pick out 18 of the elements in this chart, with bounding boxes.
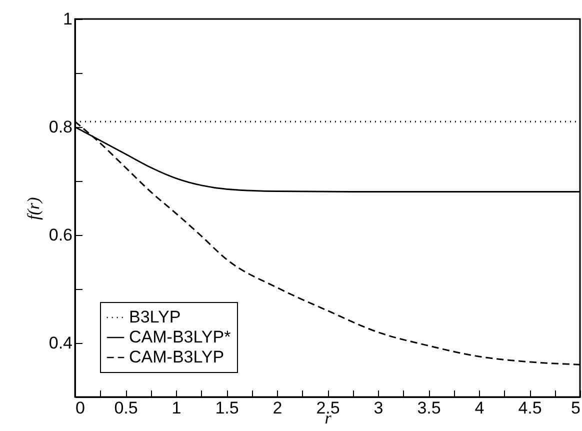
y-axis-title: f(r) [24, 196, 43, 220]
x-tick-label: 1.5 [215, 398, 239, 418]
x-tick-label: 4 [474, 398, 484, 418]
y-tick-label: 0.6 [48, 226, 72, 244]
x-tick-label: 3 [374, 398, 384, 418]
legend-label: CAM-B3LYP* [129, 328, 232, 346]
x-tick-label: 5 [571, 398, 580, 418]
legend-label: B3LYP [129, 308, 181, 326]
legend-label: CAM-B3LYP [129, 348, 224, 366]
x-tick-label: 2 [272, 398, 282, 418]
x-tick-label: 0 [76, 398, 85, 418]
x-tick-label: 3.5 [417, 398, 441, 418]
y-tick-label: 1 [63, 10, 72, 28]
x-tick-label: 1 [172, 398, 182, 418]
x-tick-label: 4.5 [518, 398, 542, 418]
y-tick-label: 0.4 [48, 334, 72, 352]
x-tick-label: 0.5 [114, 398, 138, 418]
y-tick-label: 0.8 [48, 118, 72, 136]
